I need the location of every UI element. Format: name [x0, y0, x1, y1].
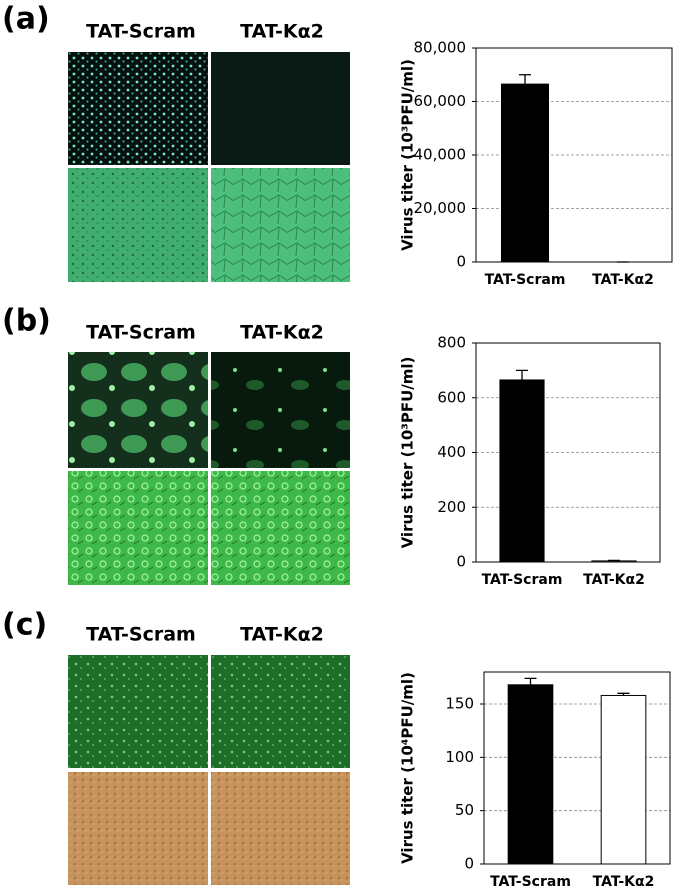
plot-frame — [475, 47, 673, 263]
micrograph — [211, 471, 350, 585]
y-tick-label: 200 — [437, 498, 466, 516]
x-tick-label: TAT-Scram — [485, 272, 566, 288]
y-tick-label: 400 — [437, 443, 466, 461]
x-tick-label: TAT-Scram — [490, 874, 571, 890]
bar — [500, 83, 550, 263]
y-axis-label: Virus titer (10³PFU/ml) — [399, 357, 417, 549]
y-tick-label: 20,000 — [414, 199, 467, 217]
column-label: TAT-Scram — [86, 21, 196, 43]
error-bar — [519, 74, 531, 85]
micrograph — [211, 52, 350, 165]
y-tick-label: 0 — [456, 553, 466, 571]
y-tick-label: 60,000 — [414, 92, 467, 110]
micrograph — [211, 168, 350, 282]
micrograph — [211, 352, 350, 468]
micrograph — [68, 655, 208, 768]
column-label: TAT-Kα2 — [240, 624, 324, 646]
y-tick-label: 150 — [445, 695, 474, 713]
y-tick-label: 40,000 — [414, 146, 467, 164]
plot-frame — [475, 342, 661, 563]
y-tick-label: 0 — [464, 855, 474, 873]
micrograph — [211, 655, 350, 768]
y-axis-label: Virus titer (10⁴PFU/ml) — [399, 672, 417, 864]
error-bar — [524, 677, 537, 685]
x-tick-label: TAT-Kα2 — [592, 272, 654, 288]
y-tick-label: 800 — [437, 334, 466, 352]
micrograph — [68, 52, 208, 165]
column-label: TAT-Kα2 — [240, 21, 324, 43]
column-label: TAT-Kα2 — [240, 322, 324, 344]
micrograph — [68, 772, 208, 885]
x-tick-label: TAT-Scram — [482, 572, 563, 588]
error-bar — [608, 559, 620, 562]
y-tick-label: 100 — [445, 748, 474, 766]
micrograph — [211, 772, 350, 885]
y-tick-label: 50 — [455, 801, 474, 819]
panel-label: (b) — [2, 304, 51, 339]
bar — [499, 379, 545, 563]
bar — [507, 684, 554, 865]
column-label: TAT-Scram — [86, 322, 196, 344]
bar — [600, 694, 647, 865]
plot-frame — [483, 671, 671, 865]
panel-label: (c) — [2, 608, 47, 643]
y-tick-label: 0 — [456, 253, 466, 271]
micrograph — [68, 168, 208, 282]
y-tick-label: 80,000 — [414, 39, 467, 57]
error-bar — [516, 369, 528, 380]
y-tick-label: 600 — [437, 388, 466, 406]
column-label: TAT-Scram — [86, 624, 196, 646]
error-bar — [617, 692, 630, 696]
micrograph — [68, 471, 208, 585]
x-tick-label: TAT-Kα2 — [593, 874, 655, 890]
micrographs — [68, 52, 350, 885]
micrograph — [68, 352, 208, 468]
x-tick-label: TAT-Kα2 — [583, 572, 645, 588]
panel-label: (a) — [2, 2, 50, 37]
y-axis-label: Virus titer (10³PFU/ml) — [399, 59, 417, 251]
